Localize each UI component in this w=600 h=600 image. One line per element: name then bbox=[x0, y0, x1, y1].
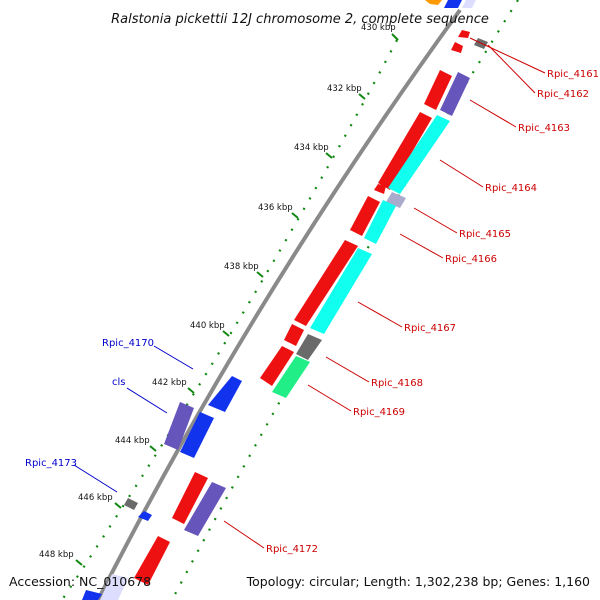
reverse-strand-genes bbox=[124, 376, 242, 521]
gene-label-forward[interactable]: Rpic_4161 bbox=[547, 69, 599, 80]
gene-label-forward[interactable]: Rpic_4167 bbox=[404, 323, 456, 334]
chromosome-backbone bbox=[96, 8, 462, 600]
gene-label-forward[interactable]: Rpic_4168 bbox=[371, 378, 423, 389]
gene-rpic-4168-gray[interactable] bbox=[296, 334, 322, 360]
gene-label-reverse[interactable]: Rpic_4173 bbox=[25, 458, 77, 469]
gene-label-forward[interactable]: Rpic_4166 bbox=[445, 254, 497, 265]
tick-label: 448 kbp bbox=[39, 550, 74, 560]
gene-bottom-red[interactable] bbox=[134, 536, 170, 585]
gene-label-forward[interactable]: Rpic_4163 bbox=[518, 123, 570, 134]
tick-mark bbox=[291, 212, 299, 219]
leader-line bbox=[223, 520, 265, 549]
leader-line bbox=[399, 233, 444, 259]
gene-rpic-4164-cyan[interactable] bbox=[388, 115, 450, 194]
leader-line bbox=[153, 345, 194, 370]
gene-rpic-4168-red-b[interactable] bbox=[260, 346, 294, 386]
accession-text: Accession: NC_010678 bbox=[9, 574, 151, 589]
kbp-ticks: 430 kbp 432 kbp 434 kbp 436 kbp 438 kbp 440 k… bbox=[39, 23, 399, 566]
leader-line bbox=[73, 464, 118, 493]
tick-label: 436 kbp bbox=[258, 203, 293, 213]
gene-rpic-4167-cyan[interactable] bbox=[310, 248, 372, 334]
leader-line bbox=[413, 207, 458, 234]
leader-line bbox=[469, 99, 517, 128]
gc-track-inner bbox=[61, 39, 398, 600]
tick-label: 434 kbp bbox=[294, 143, 329, 153]
gene-rpic-4168-red[interactable] bbox=[284, 324, 304, 346]
gene-cls-purple[interactable] bbox=[164, 402, 194, 450]
gene-label-forward[interactable]: Rpic_4162 bbox=[537, 89, 589, 100]
gene-rpic-4167-red[interactable] bbox=[294, 240, 358, 326]
gene-rpic-4173-blue[interactable] bbox=[138, 511, 152, 521]
gene-rpic-4163-purple[interactable] bbox=[440, 72, 470, 116]
gene-top-white[interactable] bbox=[462, 0, 476, 8]
tick-label: 430 kbp bbox=[361, 23, 396, 33]
leader-line bbox=[357, 301, 403, 328]
tick-mark bbox=[358, 93, 366, 100]
gene-label-forward[interactable]: Rpic_4172 bbox=[266, 544, 318, 555]
tick-mark bbox=[114, 502, 122, 509]
summary-text: Topology: circular; Length: 1,302,238 bp… bbox=[246, 574, 590, 589]
gene-rpic-4164-red[interactable] bbox=[378, 112, 432, 190]
tick-mark bbox=[222, 330, 230, 337]
gene-label-reverse[interactable]: cls bbox=[112, 377, 126, 388]
gene-cls-blue[interactable] bbox=[180, 412, 214, 458]
tick-label: 446 kbp bbox=[78, 493, 113, 503]
gene-label-forward[interactable]: Rpic_4165 bbox=[459, 229, 511, 240]
tick-label: 440 kbp bbox=[190, 321, 225, 331]
gene-rpic-4172-purple[interactable] bbox=[184, 482, 226, 536]
tick-label: 444 kbp bbox=[115, 436, 150, 446]
leader-line bbox=[126, 387, 168, 414]
gene-rpic-4163-red[interactable] bbox=[424, 70, 452, 110]
gene-rpic-4162[interactable] bbox=[451, 42, 463, 53]
gene-rpic-4164-small-red[interactable] bbox=[374, 184, 386, 194]
leader-line bbox=[469, 37, 546, 74]
gene-rpic-4166-cyan[interactable] bbox=[364, 200, 396, 244]
leader-line bbox=[487, 44, 536, 94]
gene-label-forward[interactable]: Rpic_4169 bbox=[353, 407, 405, 418]
tick-label: 442 kbp bbox=[152, 378, 187, 388]
tick-mark bbox=[256, 271, 264, 278]
gene-top-blue[interactable] bbox=[444, 0, 462, 8]
tick-mark bbox=[75, 559, 83, 566]
leader-line bbox=[325, 356, 370, 383]
gene-bottom-white[interactable] bbox=[100, 574, 128, 600]
tick-label: 432 kbp bbox=[327, 84, 362, 94]
gene-rpic-4173-gray[interactable] bbox=[124, 498, 138, 510]
tick-mark bbox=[149, 445, 157, 452]
gene-rpic-4169[interactable] bbox=[272, 356, 310, 398]
gene-label-reverse[interactable]: Rpic_4170 bbox=[102, 338, 154, 349]
tick-mark bbox=[391, 33, 399, 41]
tick-label: 438 kbp bbox=[224, 262, 259, 272]
gene-rpic-4161[interactable] bbox=[458, 30, 470, 38]
gene-bottom-blue[interactable] bbox=[82, 590, 102, 600]
gene-rpic-4166-red[interactable] bbox=[350, 196, 380, 236]
tick-mark bbox=[187, 387, 195, 394]
tick-mark bbox=[325, 152, 333, 159]
gene-label-forward[interactable]: Rpic_4164 bbox=[485, 183, 537, 194]
forward-gene-labels: Rpic_4161 Rpic_4162 Rpic_4163 Rpic_4164 Rpic… bbox=[223, 37, 599, 555]
gene-blue-a[interactable] bbox=[208, 376, 242, 412]
forward-strand-genes bbox=[82, 0, 488, 600]
map-title: Ralstonia pickettii 12J chromosome 2, co… bbox=[111, 12, 489, 27]
gene-rpic-4172-red[interactable] bbox=[172, 472, 208, 524]
gene-top-orange[interactable] bbox=[425, 0, 442, 5]
leader-line bbox=[439, 159, 484, 188]
leader-line bbox=[307, 384, 352, 412]
